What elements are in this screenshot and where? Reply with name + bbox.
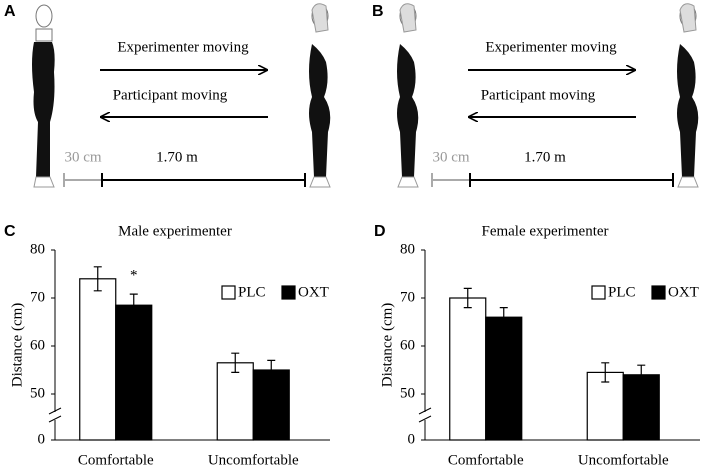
axis-break xyxy=(418,407,432,423)
panel-label: B xyxy=(372,3,384,20)
arrow-label: Participant moving xyxy=(481,87,596,103)
person xyxy=(396,3,419,188)
error-bar xyxy=(231,352,240,373)
axis-break xyxy=(48,407,62,423)
arrow-label: Participant moving xyxy=(113,87,228,103)
bar xyxy=(79,278,117,441)
legend-swatch xyxy=(591,285,606,300)
bar xyxy=(586,371,624,441)
y-tick-label: 50 xyxy=(400,385,415,401)
y-tick-label: 70 xyxy=(30,289,45,305)
y-tick-label: 50 xyxy=(30,385,45,401)
panel-label: D xyxy=(374,223,386,240)
diagram-panel: B Experimenter moving Participant moving 30… xyxy=(372,3,699,188)
y-tick-label: 70 xyxy=(400,289,415,305)
error-bar xyxy=(93,266,102,292)
error-bar xyxy=(267,359,276,381)
bar xyxy=(115,304,153,441)
person xyxy=(676,3,699,188)
person xyxy=(31,4,56,188)
bar xyxy=(216,362,254,441)
legend-swatch xyxy=(281,285,296,300)
significance-marker: * xyxy=(130,268,138,284)
diagram-panel: A Experimenter moving Participant moving 30… xyxy=(4,3,331,188)
x-tick-label: Comfortable xyxy=(448,452,524,468)
bar xyxy=(485,316,523,441)
legend-label: OXT xyxy=(668,284,699,300)
bar xyxy=(449,297,487,441)
distance-label: 30 cm xyxy=(64,149,101,165)
chart: C Male experimenter Distance (cm) 0 50 60 70 80… xyxy=(4,223,330,468)
x-tick-label: Uncomfortable xyxy=(208,452,299,468)
panel-label: C xyxy=(4,223,16,240)
y-tick-label: 80 xyxy=(400,241,415,257)
distance-label: 1.70 m xyxy=(156,149,198,165)
distance-label: 1.70 m xyxy=(524,149,566,165)
y-axis-label: Distance (cm) xyxy=(9,303,25,388)
error-bar xyxy=(601,362,610,383)
legend-label: PLC xyxy=(238,284,266,300)
person xyxy=(308,3,331,188)
chart: D Female experimenter Distance (cm) 0 50 60 70… xyxy=(374,223,700,468)
y-tick-label: 60 xyxy=(30,337,45,353)
panel-label: A xyxy=(4,3,16,20)
y-axis-label: Distance (cm) xyxy=(379,303,395,388)
error-bar xyxy=(463,287,472,309)
y-tick-label: 80 xyxy=(30,241,45,257)
chart-title: Female experimenter xyxy=(481,223,608,239)
arrow-label: Experimenter moving xyxy=(485,39,617,55)
error-bar xyxy=(637,364,646,385)
legend-swatch xyxy=(651,285,666,300)
error-bar xyxy=(499,307,508,328)
distance-label: 30 cm xyxy=(432,149,469,165)
bar xyxy=(252,369,290,441)
legend-label: PLC xyxy=(608,284,636,300)
x-tick-label: Comfortable xyxy=(78,452,154,468)
chart-title: Male experimenter xyxy=(118,223,232,239)
arrow-label: Experimenter moving xyxy=(117,39,249,55)
error-bar xyxy=(129,293,138,317)
y-tick-label: 0 xyxy=(408,431,416,447)
x-tick-label: Uncomfortable xyxy=(578,452,669,468)
legend-swatch xyxy=(221,285,236,300)
legend-label: OXT xyxy=(298,284,329,300)
y-tick-label: 0 xyxy=(38,431,46,447)
y-tick-label: 60 xyxy=(400,337,415,353)
